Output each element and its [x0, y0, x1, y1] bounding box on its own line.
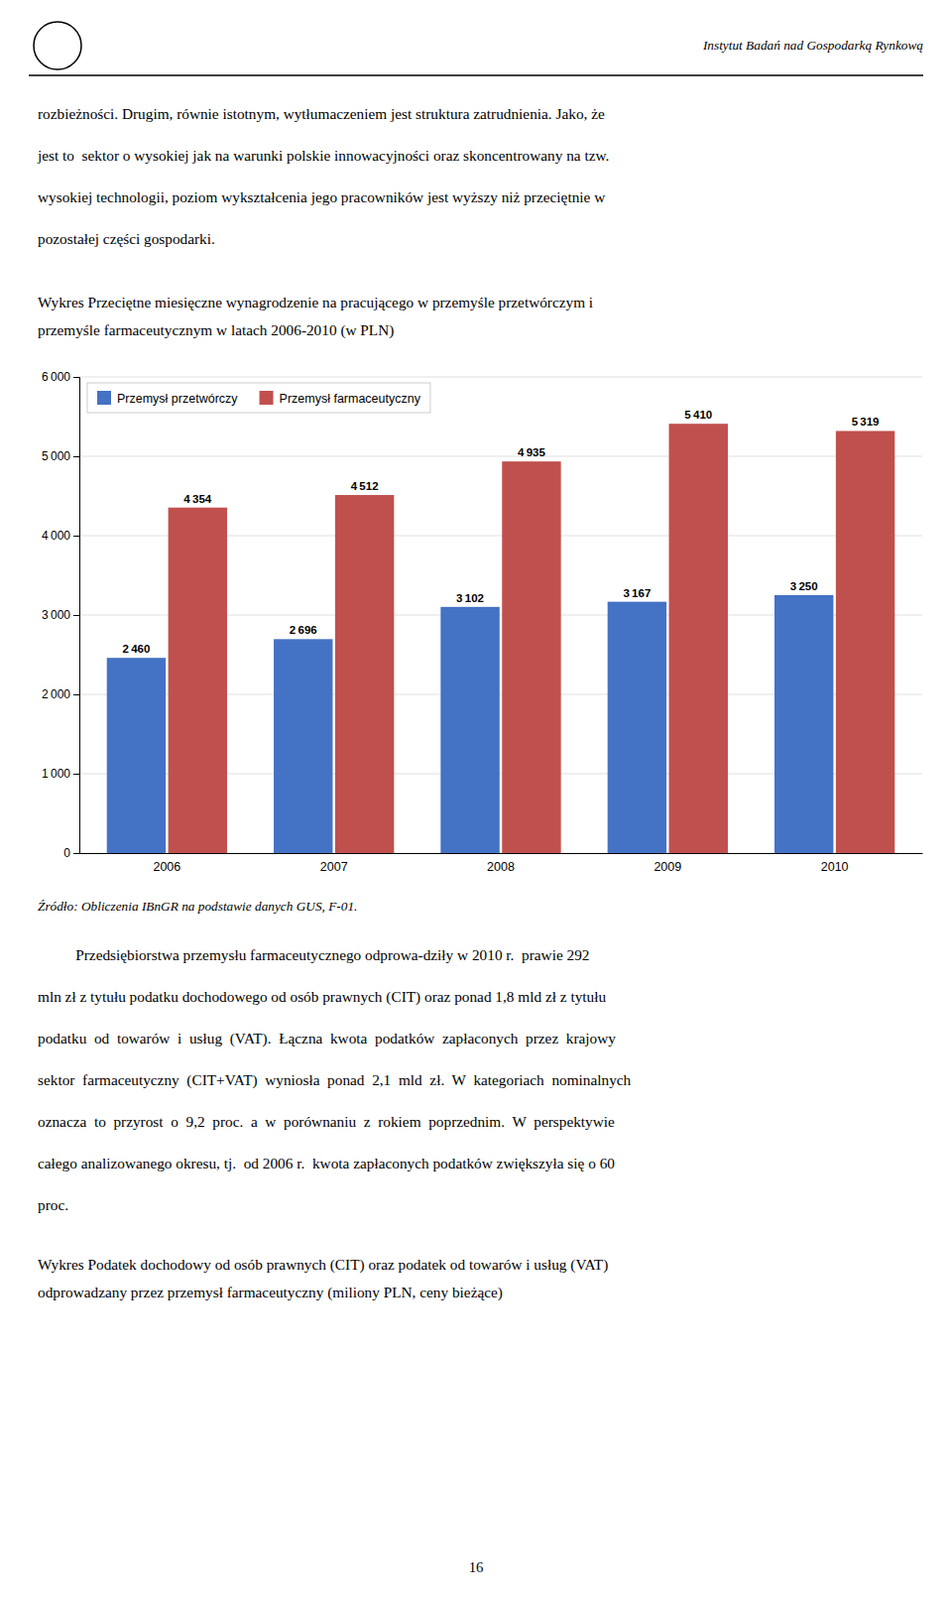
logo — [33, 21, 82, 70]
paragraph-line: oznacza to przyrost o 9,2 proc. a w poró… — [37, 1112, 615, 1130]
x-tick-label: 2008 — [486, 859, 515, 874]
data-label: 5 319 — [851, 415, 880, 428]
paragraph-line: sektor farmaceutyczny (CIT+VAT) wyniosła… — [37, 1071, 632, 1089]
x-tick: 2008 — [486, 859, 515, 874]
grid — [79, 376, 923, 853]
bar — [440, 606, 499, 853]
x-tick: 2007 — [320, 859, 349, 874]
x-tick: 2009 — [653, 859, 682, 874]
page-number: 16 — [469, 1558, 484, 1575]
y-tick-mark — [73, 694, 80, 696]
data-label: 3 167 — [622, 587, 651, 599]
y-tick: 6 000 — [41, 369, 80, 384]
bar — [607, 601, 667, 853]
bar — [669, 423, 728, 853]
data-label: 4 935 — [517, 446, 546, 459]
y-tick: 3 000 — [41, 607, 80, 622]
y-tick: 0 — [63, 845, 80, 860]
paragraph-line: mln zł z tytułu podatku dochodowego od o… — [37, 987, 606, 1006]
chart-subtitle: przemyśle farmaceutycznym w latach 2006-… — [37, 321, 394, 340]
grid-line — [79, 376, 923, 378]
x-tick-label: 2009 — [653, 859, 682, 874]
x-tick: 2010 — [821, 859, 849, 874]
bar — [501, 461, 561, 853]
data-label: 2 460 — [121, 642, 150, 655]
data-label: 4 354 — [183, 492, 212, 505]
paragraph-line: pozostałej części gospodarki. — [37, 230, 216, 247]
legend-swatch — [259, 390, 274, 405]
paragraph-line: rozbieżności. Drugim, równie istotnym, w… — [37, 105, 605, 122]
y-axis-line — [73, 377, 81, 854]
bar — [168, 507, 228, 853]
chart: 2 460 2 696 3 102 3 167 3 250 4 354 4 512 4 935… — [41, 369, 924, 874]
bar — [774, 595, 833, 853]
bar — [835, 430, 895, 853]
y-tick: 1 000 — [41, 766, 80, 781]
y-axis: 0 1 000 2 000 3 000 4 000 5 000 6 000 — [41, 369, 81, 860]
legend: Przemysł przetwórczy Przemysł farmaceutyc… — [87, 382, 431, 413]
paragraph-line: wysokiej technologii, poziom wykształcen… — [37, 188, 605, 206]
y-tick-label: 2 000 — [41, 687, 71, 702]
bars — [107, 423, 896, 853]
x-tick-label: 2007 — [320, 859, 349, 874]
y-tick-label: 5 000 — [41, 449, 71, 464]
y-tick-mark — [73, 376, 80, 378]
grid-line — [79, 456, 923, 458]
data-label: 5 410 — [684, 408, 713, 421]
y-tick: 4 000 — [41, 528, 80, 543]
y-tick-label: 0 — [63, 845, 71, 860]
y-tick-mark — [73, 773, 80, 775]
paragraph-line: Przedsiębiorstwa przemysłu farmaceutyczn… — [37, 946, 590, 963]
next-figure-caption: Wykres Podatek dochodowy od osób prawnyc… — [37, 1255, 608, 1274]
y-tick-label: 4 000 — [41, 528, 71, 543]
x-axis-line — [80, 852, 924, 854]
data-label: 3 250 — [790, 580, 819, 593]
chart-title: Wykres Przeciętne miesięczne wynagrodzen… — [37, 293, 594, 311]
data-label: 3 102 — [456, 592, 484, 604]
paragraph-line: całego analizowanego okresu, tj. od 2006… — [37, 1154, 615, 1172]
legend-label: Przemysł przetwórczy — [117, 391, 238, 406]
y-tick: 2 000 — [41, 687, 80, 702]
y-tick-label: 1 000 — [41, 766, 71, 781]
paragraph-line: podatku od towarów i usług (VAT). Łączna… — [37, 1029, 616, 1048]
y-tick: 5 000 — [41, 449, 80, 464]
legend-frame — [87, 382, 431, 413]
source: Źródło: Obliczenia IBnGR na podstawie da… — [37, 898, 357, 914]
bar — [273, 638, 333, 853]
x-axis: 2006 2007 2008 2009 2010 — [80, 853, 924, 874]
data-label: 4 512 — [351, 479, 379, 492]
header: Instytut Badań nad Gospodarką Rynkową — [702, 37, 924, 53]
data-labels: 2 460 2 696 3 102 3 167 3 250 4 354 4 512 4 935… — [121, 408, 879, 655]
y-tick-label: 6 000 — [41, 369, 71, 384]
header-rule — [28, 74, 924, 77]
next-figure-caption: odprowadzany przez przemysł farmaceutycz… — [37, 1283, 503, 1302]
bar — [335, 494, 394, 853]
x-tick: 2006 — [152, 859, 181, 874]
y-tick-mark — [73, 535, 80, 537]
y-tick-mark — [73, 852, 80, 854]
data-label: 2 696 — [289, 623, 318, 636]
y-tick-label: 3 000 — [41, 607, 71, 622]
page: Instytut Badań nad Gospodarką Rynkową roz… — [0, 0, 952, 1600]
paragraph-line: proc. — [37, 1195, 69, 1213]
y-tick-mark — [73, 456, 80, 458]
paragraph-line: jest to sektor o wysokiej jak na warunki… — [36, 146, 609, 164]
x-tick-label: 2010 — [821, 859, 849, 874]
legend-label: Przemysł farmaceutyczny — [279, 391, 422, 406]
legend-swatch — [97, 390, 112, 405]
x-tick-label: 2006 — [152, 859, 181, 874]
bar — [107, 657, 166, 853]
y-tick-mark — [73, 614, 80, 616]
